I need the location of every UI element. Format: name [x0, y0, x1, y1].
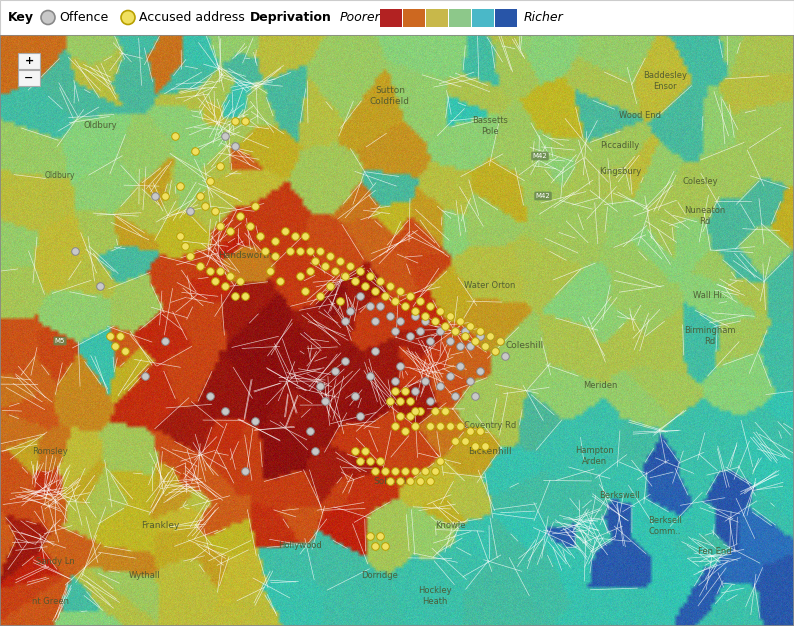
Text: Deprivation: Deprivation	[250, 11, 332, 24]
Text: Sutton
Coldfield: Sutton Coldfield	[370, 86, 410, 106]
Text: Piccadilly: Piccadilly	[600, 141, 640, 150]
Bar	[426, 9, 448, 26]
Bar	[472, 9, 494, 26]
Text: Bassetts
Pole: Bassetts Pole	[472, 116, 508, 136]
Circle shape	[121, 11, 135, 24]
Text: Colesley: Colesley	[682, 177, 718, 185]
Text: Key: Key	[8, 11, 34, 24]
Text: Solihull: Solihull	[373, 476, 407, 486]
Text: Bickenhill: Bickenhill	[468, 446, 512, 456]
Text: Wythall: Wythall	[129, 572, 161, 580]
Text: M42: M42	[533, 153, 547, 159]
Text: Coleshill: Coleshill	[506, 342, 544, 351]
Text: Nuneaton
Rd: Nuneaton Rd	[684, 207, 726, 226]
Circle shape	[41, 11, 55, 24]
Text: Wall Hi..: Wall Hi..	[693, 292, 727, 300]
Text: Dorridge: Dorridge	[361, 572, 399, 580]
Text: Wood End: Wood End	[619, 111, 661, 120]
Bar	[380, 9, 402, 26]
Text: Oldbury: Oldbury	[83, 121, 117, 130]
Text: Poorer: Poorer	[340, 11, 381, 24]
Text: Oldbury: Oldbury	[44, 172, 75, 180]
Text: −: −	[25, 73, 33, 83]
Text: nt Green: nt Green	[32, 597, 68, 605]
Text: Richer: Richer	[524, 11, 564, 24]
Bar	[18, 70, 40, 86]
Text: Meriden: Meriden	[583, 381, 617, 391]
Bar	[495, 9, 517, 26]
Text: Birmingham
Rd: Birmingham Rd	[684, 326, 736, 346]
Text: +: +	[25, 56, 33, 66]
Text: Frankley: Frankley	[141, 521, 179, 530]
Text: Handsworth: Handsworth	[218, 252, 272, 260]
Text: Sandy Ln: Sandy Ln	[36, 557, 75, 565]
Text: Hockley
Heath: Hockley Heath	[418, 587, 452, 606]
Text: Kingsbury: Kingsbury	[599, 167, 641, 175]
Text: Water Orton: Water Orton	[464, 282, 515, 290]
Text: M42: M42	[536, 193, 550, 199]
Text: Knowle: Knowle	[435, 521, 465, 530]
Bar	[449, 9, 471, 26]
Text: M5: M5	[55, 338, 65, 344]
Text: Baddesley
Ensor: Baddesley Ensor	[643, 71, 687, 91]
Text: Romsley: Romsley	[32, 446, 67, 456]
Text: Hampton
Arden: Hampton Arden	[576, 446, 615, 466]
Text: Hollywood: Hollywood	[278, 541, 322, 550]
Text: Berksell
Comm..: Berksell Comm..	[648, 516, 682, 536]
Text: Offence: Offence	[59, 11, 108, 24]
Text: Accused address: Accused address	[139, 11, 245, 24]
Bar	[403, 9, 425, 26]
Text: Fen End: Fen End	[698, 546, 732, 555]
Text: Coventry Rd: Coventry Rd	[464, 421, 516, 431]
Text: Berkswell: Berkswell	[599, 491, 641, 501]
Bar	[18, 53, 40, 69]
